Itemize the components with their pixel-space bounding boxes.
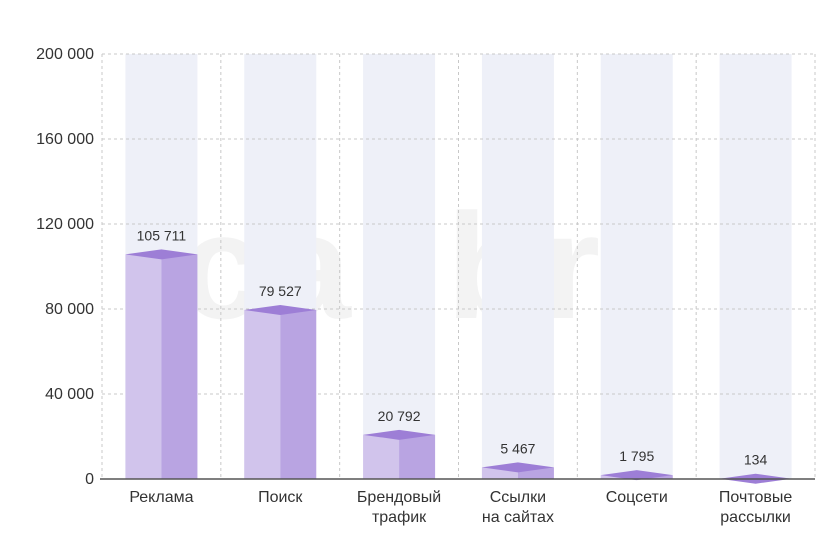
data-label: 5 467 (500, 440, 535, 456)
bar-top-face (363, 429, 436, 440)
x-tick-label-line: Поиск (258, 489, 303, 506)
bar-top-face (244, 305, 317, 316)
bar-track (600, 54, 673, 479)
bar-top-face (125, 249, 198, 260)
data-label: 1 795 (619, 448, 654, 464)
bar-face-front (125, 254, 162, 479)
data-label: 20 792 (378, 408, 421, 424)
bar-top-face (481, 462, 554, 473)
bars (125, 249, 792, 484)
bar-top-face (600, 470, 673, 481)
bar (481, 462, 554, 479)
x-tick-label: Соцсети (606, 489, 668, 506)
x-tick-label-line: на сайтах (482, 509, 554, 526)
y-tick-label: 40 000 (45, 386, 94, 403)
x-tick-label: Почтовые рассылки (719, 489, 792, 526)
bar-track (719, 54, 792, 479)
bar (125, 249, 198, 479)
x-tick-label-line: трафик (372, 509, 427, 526)
bar-face-side (399, 434, 436, 479)
value-labels: 105 711 79 527 20 792 5 467 1 795 134 (137, 227, 768, 467)
data-label: 105 711 (137, 227, 187, 243)
bar (600, 470, 673, 481)
x-axis-labels: Реклама Поиск Брендовый трафик Ссылки на сайт… (129, 489, 792, 526)
x-tick-label-line: Соцсети (606, 489, 668, 506)
y-tick-label: 160 000 (36, 131, 94, 148)
y-tick-label: 200 000 (36, 46, 94, 63)
x-tick-label-line: рассылки (720, 509, 791, 526)
x-tick-label: Реклама (129, 489, 193, 506)
bar-face-front (481, 467, 518, 479)
x-tick-label-line: Почтовые (719, 489, 792, 506)
bar-tracks (125, 54, 792, 479)
data-label: 134 (744, 452, 768, 468)
y-tick-label: 80 000 (45, 301, 94, 318)
x-tick-label-line: Реклама (129, 489, 193, 506)
data-label: 79 527 (259, 283, 302, 299)
bar (244, 305, 317, 479)
bar (363, 429, 436, 479)
bar-face-side (280, 310, 317, 479)
x-tick-label: Ссылки на сайтах (482, 489, 554, 526)
bar-track (363, 54, 436, 479)
x-tick-label: Брендовый трафик (357, 489, 441, 526)
bar-face-front (363, 434, 400, 479)
bar-face-front (244, 310, 281, 479)
bar-face-side (161, 254, 198, 479)
y-axis-ticks: 0 40 000 80 000 120 000 160 000 200 000 (36, 46, 94, 488)
x-tick-label: Поиск (258, 489, 303, 506)
x-tick-label-line: Брендовый (357, 489, 441, 506)
x-tick-label-line: Ссылки (490, 489, 546, 506)
gridlines (101, 53, 816, 479)
y-tick-label: 0 (85, 471, 94, 488)
bar-track (481, 54, 554, 479)
bar-face-side (517, 467, 554, 479)
y-tick-label: 120 000 (36, 216, 94, 233)
